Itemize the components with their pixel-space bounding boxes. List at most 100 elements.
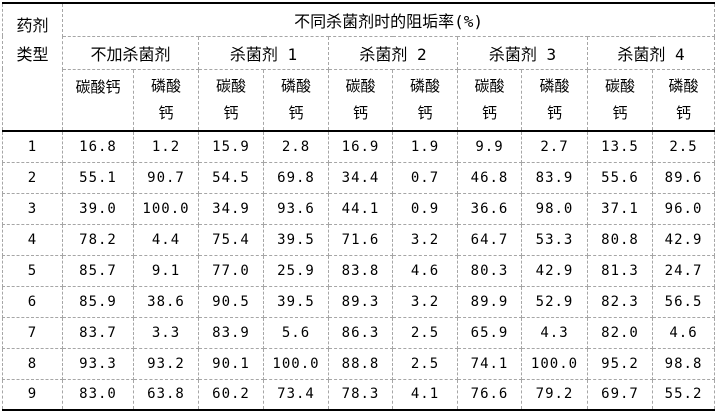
table-cell: 78.3 xyxy=(328,378,393,411)
table-cell: 96.0 xyxy=(651,192,716,225)
group-header-bactericide-1: 杀菌剂 1 xyxy=(198,35,329,70)
table-cell: 4.6 xyxy=(392,254,458,287)
header-row-groups: 不加杀菌剂 杀菌剂 1 杀菌剂 2 杀菌剂 3 杀菌剂 4 xyxy=(3,35,716,70)
table-cell: 39.0 xyxy=(62,192,134,225)
table-cell: 83.8 xyxy=(328,254,393,287)
table-cell: 83.9 xyxy=(198,316,264,349)
table-cell: 90.1 xyxy=(198,347,264,380)
table-cell: 100.0 xyxy=(133,192,199,225)
table-cell: 86.3 xyxy=(328,316,393,349)
scale-inhibition-table: 药剂 类型 不同杀菌剂时的阻垢率(%) 不加杀菌剂 杀菌剂 1 杀菌剂 2 杀菌… xyxy=(2,2,716,411)
table-cell: 65.9 xyxy=(457,316,522,349)
table-cell: 39.5 xyxy=(263,285,329,318)
table-cell: 55.1 xyxy=(62,161,134,194)
row-label: 4 xyxy=(2,223,63,256)
table-cell: 13.5 xyxy=(587,130,653,163)
table-cell: 63.8 xyxy=(133,378,199,411)
row-label: 1 xyxy=(2,130,63,163)
table-cell: 9.1 xyxy=(133,254,199,287)
table-cell: 52.9 xyxy=(521,285,588,318)
table-cell: 1.2 xyxy=(133,130,199,163)
table-cell: 90.5 xyxy=(198,285,264,318)
table-cell: 5.6 xyxy=(263,316,329,349)
table-cell: 3.2 xyxy=(392,285,458,318)
table-cell: 83.7 xyxy=(62,316,134,349)
table-cell: 2.5 xyxy=(392,347,458,380)
table-cell: 77.0 xyxy=(198,254,264,287)
corner-header-line2: 类型 xyxy=(16,45,49,64)
table-cell: 42.9 xyxy=(521,254,588,287)
table-cell: 85.7 xyxy=(62,254,134,287)
group-header-bactericide-2: 杀菌剂 2 xyxy=(328,35,458,70)
table-cell: 82.0 xyxy=(587,316,653,349)
table-row: 7 83.7 3.3 83.9 5.6 86.3 2.5 65.9 4.3 82.0 4.6 xyxy=(2,316,716,349)
table-cell: 2.5 xyxy=(392,316,458,349)
table-cell: 4.3 xyxy=(521,316,588,349)
row-label: 7 xyxy=(2,316,63,349)
table-cell: 4.6 xyxy=(651,316,716,349)
table-cell: 74.1 xyxy=(457,347,522,380)
table-cell: 34.9 xyxy=(198,192,264,225)
table-cell: 98.8 xyxy=(651,347,716,380)
table-row: 4 78.2 4.4 75.4 39.5 71.6 3.2 64.7 53.3 80.8 42.9 xyxy=(2,223,716,256)
table-cell: 24.7 xyxy=(651,254,716,287)
header-row-main: 药剂 类型 不同杀菌剂时的阻垢率(%) xyxy=(2,2,716,132)
table-cell: 37.1 xyxy=(587,192,653,225)
table-cell: 76.6 xyxy=(457,378,522,411)
table-cell: 36.6 xyxy=(457,192,522,225)
table-cell: 44.1 xyxy=(328,192,393,225)
subheader-col-10: 磷酸钙 xyxy=(651,68,716,132)
subheader-col-7: 碳酸钙 xyxy=(457,68,522,132)
table-cell: 0.7 xyxy=(392,161,458,194)
subheader-col-1: 碳酸钙 xyxy=(62,68,134,132)
row-label: 2 xyxy=(2,161,63,194)
table-row: 5 85.7 9.1 77.0 25.9 83.8 4.6 80.3 42.9 81.3 24.7 xyxy=(2,254,716,287)
table-row: 1 16.8 1.2 15.9 2.8 16.9 1.9 9.9 2.7 13.5 2.5 xyxy=(2,130,716,163)
table-cell: 2.5 xyxy=(651,130,716,163)
table-cell: 55.2 xyxy=(651,378,716,411)
group-header-bactericide-3: 杀菌剂 3 xyxy=(457,35,588,70)
table-cell: 16.9 xyxy=(328,130,393,163)
table-cell: 46.8 xyxy=(457,161,522,194)
table-cell: 16.8 xyxy=(62,130,134,163)
table-row: 3 39.0 100.0 34.9 93.6 44.1 0.9 36.6 98.0 37.1 96.… xyxy=(2,192,716,225)
table-cell: 55.6 xyxy=(587,161,653,194)
group-header-bactericide-4: 杀菌剂 4 xyxy=(586,35,716,70)
subheader-col-2: 磷酸钙 xyxy=(133,68,199,132)
corner-header-drug-type: 药剂 类型 xyxy=(2,2,63,132)
table-cell: 69.8 xyxy=(263,161,329,194)
table-cell: 95.2 xyxy=(587,347,653,380)
table-cell: 15.9 xyxy=(198,130,264,163)
table-cell: 89.9 xyxy=(457,285,522,318)
row-label: 6 xyxy=(2,285,63,318)
subheader-col-9: 碳酸钙 xyxy=(587,68,653,132)
subheader-col-4: 磷酸钙 xyxy=(263,68,329,132)
table-cell: 98.0 xyxy=(521,192,588,225)
table-row: 9 83.0 63.8 60.2 73.4 78.3 4.1 76.6 79.2 69.7 55.2 xyxy=(2,378,716,411)
table-row: 2 55.1 90.7 54.5 69.8 34.4 0.7 46.8 83.9 55.6 89.6 xyxy=(2,161,716,194)
table-cell: 78.2 xyxy=(62,223,134,256)
table-cell: 4.4 xyxy=(133,223,199,256)
table-cell: 79.2 xyxy=(521,378,588,411)
table-cell: 82.3 xyxy=(587,285,653,318)
table-cell: 80.3 xyxy=(457,254,522,287)
table-cell: 39.5 xyxy=(263,223,329,256)
table-cell: 3.2 xyxy=(392,223,458,256)
corner-header-line1: 药剂 xyxy=(16,16,49,35)
table-cell: 80.8 xyxy=(587,223,653,256)
table-cell: 0.9 xyxy=(392,192,458,225)
table-cell: 93.6 xyxy=(263,192,329,225)
table-cell: 25.9 xyxy=(263,254,329,287)
subheader-col-8: 磷酸钙 xyxy=(521,68,588,132)
table-cell: 88.8 xyxy=(328,347,393,380)
table-cell: 100.0 xyxy=(521,347,588,380)
row-label: 9 xyxy=(2,378,63,411)
subheader-col-5: 碳酸钙 xyxy=(328,68,393,132)
table-cell: 83.9 xyxy=(521,161,588,194)
table-cell: 56.5 xyxy=(651,285,716,318)
table-cell: 69.7 xyxy=(587,378,653,411)
table-cell: 75.4 xyxy=(198,223,264,256)
table-cell: 1.9 xyxy=(392,130,458,163)
table-cell: 89.6 xyxy=(651,161,716,194)
main-header-inhibition-rate: 不同杀菌剂时的阻垢率(%) xyxy=(61,2,716,37)
